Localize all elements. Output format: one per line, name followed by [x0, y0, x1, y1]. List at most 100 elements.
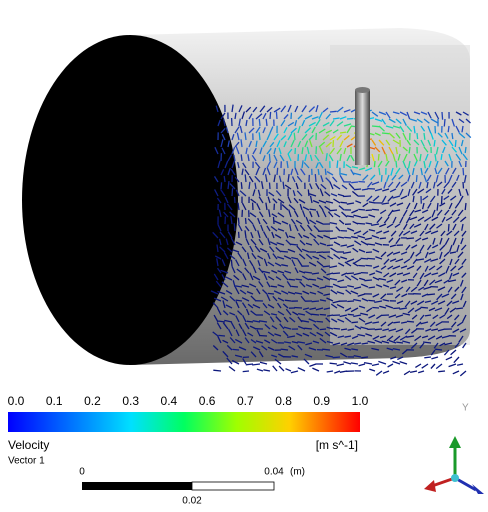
vector-arrow	[463, 182, 464, 188]
vector-arrow	[347, 273, 354, 274]
vector-arrow	[375, 329, 382, 330]
vector-arrow	[378, 361, 386, 364]
triad-y-label: Y	[462, 403, 469, 414]
vector-arrow	[236, 300, 242, 301]
vector-arrow	[446, 357, 452, 360]
vector-arrow	[424, 357, 431, 358]
triad-y-head	[449, 436, 461, 448]
vector-arrow	[388, 364, 393, 367]
vector-arrow	[427, 294, 435, 295]
vector-arrow	[418, 371, 424, 373]
vector-arrow	[304, 328, 312, 329]
vector-arrow	[344, 237, 351, 238]
vector-arrow	[218, 335, 225, 336]
vector-arrow	[424, 133, 425, 140]
vector-arrow	[417, 133, 418, 139]
vector-arrow	[233, 349, 240, 350]
vector-arrow	[343, 362, 351, 364]
vector-arrow	[435, 349, 442, 350]
vector-arrow	[213, 370, 221, 371]
vector-arrow	[444, 119, 445, 127]
vector-arrow	[241, 182, 242, 189]
vector-arrow	[413, 196, 414, 202]
vector-arrow	[415, 364, 421, 367]
vector-arrow	[358, 266, 365, 267]
scale-black	[82, 482, 192, 490]
vector-arrow	[438, 371, 445, 372]
vector-arrow	[454, 357, 459, 363]
vector-arrow	[315, 174, 316, 182]
scene: Velocity Vector 1 [m s^-1] 0.00.10.20.30…	[0, 0, 488, 512]
legend-unit: [m s^-1]	[316, 438, 358, 452]
vector-arrow	[431, 364, 435, 369]
vector-arrow	[235, 197, 236, 203]
vector-arrow	[268, 293, 274, 294]
vector-arrow	[381, 175, 382, 182]
vector-arrow	[442, 112, 443, 120]
legend-tick-label: 0.2	[84, 394, 101, 408]
vector-arrow	[396, 161, 397, 168]
scale-unit: (m)	[290, 467, 305, 478]
vector-arrow	[286, 369, 292, 371]
vector-arrow	[421, 307, 428, 308]
vector-arrow	[364, 363, 372, 364]
vector-arrow	[347, 301, 354, 302]
vector-arrow	[351, 322, 358, 323]
vector-arrow	[351, 363, 358, 364]
vector-arrow	[378, 154, 379, 161]
vector-arrow	[372, 364, 379, 366]
legend-tick-label: 0.3	[122, 394, 139, 408]
vector-arrow	[348, 314, 354, 315]
vector-arrow	[361, 258, 368, 259]
vector-arrow	[249, 182, 250, 189]
vector-arrow	[294, 308, 302, 309]
vector-arrow	[330, 111, 337, 112]
vector-arrow	[243, 371, 249, 372]
vector-arrow	[327, 245, 333, 246]
vector-arrow	[263, 370, 270, 371]
vector-arrow	[259, 132, 260, 140]
vector-arrow	[383, 371, 389, 373]
vector-arrow	[329, 210, 337, 211]
vector-arrow	[341, 329, 347, 330]
legend-tick-label: 0.9	[313, 394, 330, 408]
vector-arrow	[393, 322, 400, 323]
vector-arrow	[232, 188, 233, 196]
vector-arrow	[310, 209, 316, 210]
vector-arrow	[337, 160, 338, 168]
vector-arrow	[359, 364, 365, 366]
vector-arrow	[451, 350, 456, 355]
legend-tick-label: 0.7	[237, 394, 254, 408]
legend-tick-label: 0.8	[275, 394, 292, 408]
vector-arrow	[436, 364, 442, 369]
vector-arrow	[273, 366, 277, 371]
vector-arrow	[294, 133, 295, 140]
vector-arrow	[270, 112, 271, 119]
vector-arrow	[274, 217, 275, 224]
vector-arrow	[298, 368, 305, 371]
vector-arrow	[318, 169, 319, 175]
vector-arrow	[396, 342, 403, 343]
vector-arrow	[334, 371, 340, 373]
vector-arrow	[327, 371, 333, 372]
vector-arrow	[333, 273, 341, 274]
vector-arrow	[281, 251, 288, 252]
legend-tick-label: 0.6	[199, 394, 216, 408]
vector-arrow	[229, 367, 235, 372]
vector-arrow	[290, 244, 298, 245]
triad-x-head	[424, 480, 436, 492]
vector-arrow	[368, 300, 375, 301]
vector-arrow	[323, 266, 330, 267]
vector-arrow	[311, 314, 319, 315]
vector-arrow	[337, 364, 344, 366]
vector-arrow	[382, 133, 389, 134]
scale-white	[192, 482, 274, 490]
vector-arrow	[270, 183, 271, 189]
scale-end: 0.04	[264, 467, 284, 478]
vector-arrow	[452, 133, 453, 139]
vector-arrow	[369, 287, 376, 288]
vector-arrow	[279, 366, 284, 371]
vector-arrow	[463, 168, 464, 175]
vector-arrow	[407, 238, 415, 239]
vector-arrow	[366, 252, 372, 253]
